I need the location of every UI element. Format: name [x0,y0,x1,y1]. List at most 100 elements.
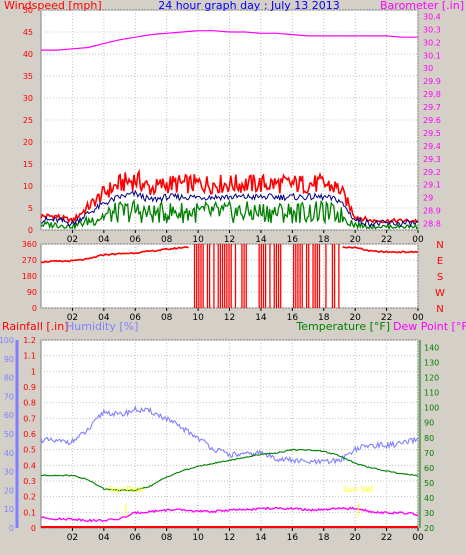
windspeed-tick-label: 30 [23,94,33,103]
hour-tick-label: 22 [381,533,392,543]
rainfall-tick-label: 0 [31,524,36,533]
wind-baro-grid [41,9,419,231]
rainfall-tick-label: 1.1 [23,352,36,361]
hour-tick-label: 14 [255,313,267,323]
humidity-tick-label: 30 [4,468,14,477]
hour-tick-label: 02 [67,313,78,323]
hour-tick-label: 14 [255,235,267,245]
hour-tick-label: 02 [67,235,78,245]
temperature-tick-label: 80 [424,434,434,443]
temperature-tick-label: 130 [424,359,439,368]
compass-label: N [436,240,443,251]
hour-tick-label: 12 [224,533,235,543]
windspeed-tick-label: 10 [23,182,33,191]
hour-tick-label: 18 [318,533,330,543]
windspeed-tick-label: 15 [23,160,33,169]
barometer-tick-label: 30.3 [423,25,441,34]
hour-tick-label: 16 [287,313,299,323]
wind-direction-tick-label: 270 [22,256,37,265]
humidity-tick-label: 0 [9,524,14,533]
rainfall-axis-label: Rainfall [.in] [2,320,69,333]
wind-baro-tick-labels: 0 5 10 15 20 25 30 35 40 45 50 28.8 28.9 29 29.1 29.2 29… [23,6,441,245]
temperature-tick-label: 140 [424,344,439,353]
compass-label: E [437,256,443,267]
temp-humidity-series: Sun Rise Sun Set [40,405,419,528]
chart-title: 24 hour graph day : July 13 2013 [158,0,340,12]
humidity-tick-label: 60 [4,411,14,420]
rainfall-tick-label: 0.1 [23,508,36,517]
temperature-tick-label: 120 [424,374,439,383]
hour-tick-label: 02 [67,533,78,543]
humidity-line [40,405,419,466]
windspeed-low-line [40,198,419,231]
barometer-tick-label: 29.2 [423,168,441,177]
barometer-tick-label: 29.7 [423,103,441,112]
windspeed-tick-label: 50 [23,6,33,15]
temp-humidity-grid [41,339,419,529]
hour-tick-label: 04 [98,533,110,543]
hour-tick-label: 06 [130,235,142,245]
wind-baro-series [40,30,419,231]
hour-tick-label: 08 [161,533,173,543]
hour-tick-label: 00 [412,235,424,245]
rainfall-tick-label: 1.2 [23,336,36,345]
wind-direction-tick-label: 360 [22,240,37,249]
barometer-tick-label: 29.1 [423,181,441,190]
humidity-tick-label: 90 [4,355,14,364]
barometer-tick-label: 30.1 [423,51,441,60]
hour-tick-label: 18 [318,313,330,323]
temperature-tick-label: 70 [424,449,434,458]
hour-tick-label: 10 [192,533,204,543]
wind-direction-line [40,246,418,264]
temperature-axis-label: Temperature [°F] [295,320,390,333]
windspeed-tick-label: 25 [23,116,33,125]
temperature-tick-label: 90 [424,419,434,428]
windspeed-tick-label: 35 [23,72,33,81]
dewpoint-line [40,506,419,523]
temperature-tick-label: 110 [424,389,439,398]
barometer-tick-label: 29.3 [423,155,441,164]
wind-direction-tick-label: 180 [22,272,37,281]
barometer-tick-label: 29 [423,194,433,203]
windspeed-tick-label: 0 [28,226,33,235]
hour-tick-label: 20 [349,533,361,543]
hour-tick-label: 04 [98,235,110,245]
humidity-tick-label: 10 [4,505,14,514]
humidity-axis-label: Humidity [%] [66,320,138,333]
rainfall-tick-label: 0.8 [23,399,36,408]
rainfall-tick-label: 0.5 [23,446,36,455]
sunset-annotation: Sun Set [343,485,374,494]
sunrise-annotation: Sun Rise [109,485,144,494]
humidity-tick-label: 40 [4,449,14,458]
windspeed-tick-label: 45 [23,28,33,37]
hour-tick-label: 22 [381,235,392,245]
hour-tick-label: 10 [192,235,204,245]
rainfall-tick-label: 0.6 [23,430,36,439]
hour-tick-label: 06 [130,313,142,323]
barometer-tick-label: 28.8 [423,220,441,229]
rainfall-tick-label: 0.2 [23,493,36,502]
hour-tick-label: 00 [412,533,424,543]
barometer-tick-label: 29.8 [423,90,441,99]
windspeed-average-line [40,189,419,228]
wind-direction-tick-label: 0 [32,304,37,313]
rainfall-tick-label: 0.3 [23,477,36,486]
windspeed-axis-label: Windspeed [mph] [4,0,102,12]
temp-humidity-tick-labels: 010203040506070809010000.10.20.30.40.50.… [0,336,439,543]
hour-tick-label: 04 [98,313,110,323]
temperature-line [40,448,419,492]
dewpoint-axis-label: Dew Point [°F] [393,320,466,333]
hour-tick-label: 12 [224,313,235,323]
hour-tick-label: 18 [318,235,330,245]
rainfall-tick-label: 1 [31,367,36,376]
humidity-tick-label: 70 [4,392,14,401]
hour-tick-label: 12 [224,235,235,245]
wind-direction-tick-label: 90 [27,288,37,297]
hour-tick-label: 16 [287,533,299,543]
barometer-axis-label: Barometer [.in] [380,0,464,12]
temperature-tick-label: 60 [424,464,434,473]
hour-tick-label: 08 [161,313,173,323]
windspeed-tick-label: 5 [28,204,33,213]
barometer-tick-label: 30 [423,64,433,73]
